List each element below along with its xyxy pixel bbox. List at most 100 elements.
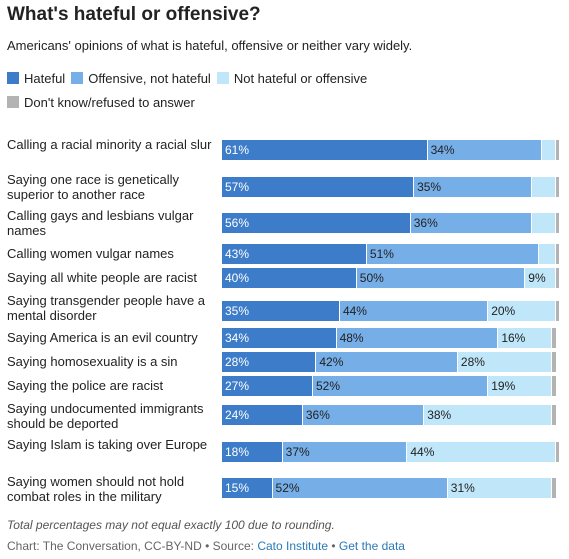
bar-segment-offensive: 37% <box>282 442 408 462</box>
bar-value-label: 44% <box>342 304 367 318</box>
bar-segment-offensive: 34% <box>427 140 543 160</box>
stacked-bar: 61% 34% <box>222 140 559 160</box>
bar-segment-dont_know <box>555 213 559 233</box>
legend-item: Not hateful or offensive <box>216 66 368 90</box>
bar-value-label: 40% <box>225 271 250 285</box>
legend-item: Hateful <box>7 66 65 90</box>
bar-value-label: 52% <box>275 481 300 495</box>
bar-value-label: 35% <box>225 304 250 318</box>
legend-item: Offensive, not hateful <box>71 66 211 90</box>
stacked-bar: 56% 36% <box>222 213 559 233</box>
bar-segment-hateful: 34% <box>222 328 337 348</box>
legend-label: Not hateful or offensive <box>233 70 368 86</box>
bar-segment-neither <box>538 244 556 264</box>
bar-value-label: 48% <box>339 331 364 345</box>
stacked-bar: 43% 51% <box>222 244 559 264</box>
bar-value-label: 9% <box>528 271 546 285</box>
bar-value-label: 31% <box>450 481 475 495</box>
bar-value-label: 42% <box>319 355 344 369</box>
bar-segment-hateful: 43% <box>222 244 367 264</box>
bar-value-label: 28% <box>460 355 485 369</box>
category-label: Saying transgender people have a mental … <box>7 293 206 323</box>
bar-segment-dont_know <box>552 352 556 372</box>
bar-segment-dont_know <box>552 376 556 396</box>
legend-label: Offensive, not hateful <box>88 70 211 86</box>
bar-segment-neither: 31% <box>447 478 553 498</box>
stacked-bar: 18% 37% 44% <box>222 442 559 462</box>
bar-segment-offensive: 35% <box>414 177 533 197</box>
bar-value-label: 50% <box>359 271 384 285</box>
bar-segment-hateful: 18% <box>222 442 283 462</box>
category-label: Saying one race is genetically superior … <box>7 172 179 202</box>
legend-swatch <box>216 72 229 84</box>
bar-value-label: 18% <box>225 445 250 459</box>
bar-value-label: 51% <box>369 247 394 261</box>
bar-value-label: 36% <box>413 216 438 230</box>
legend-label: Hateful <box>24 70 66 86</box>
category-label: Calling women vulgar names <box>7 246 174 261</box>
stacked-bar: 27% 52% 19% <box>222 376 559 396</box>
bar-value-label: 56% <box>225 216 250 230</box>
bar-segment-dont_know <box>555 268 559 288</box>
bar-segment-hateful: 40% <box>222 268 357 288</box>
stacked-bar: 40% 50% 9% <box>222 268 559 288</box>
bar-segment-neither: 16% <box>498 328 553 348</box>
legend-swatch <box>71 72 84 84</box>
category-label: Calling a racial minority a racial slur <box>7 137 212 152</box>
bar-segment-dont_know <box>555 140 559 160</box>
credit-separator: • <box>328 539 339 553</box>
get-data-link[interactable]: Get the data <box>338 539 405 553</box>
bar-segment-offensive: 51% <box>366 244 539 264</box>
bar-value-label: 27% <box>225 379 250 393</box>
bar-value-label: 35% <box>417 180 442 194</box>
bar-segment-neither: 19% <box>488 376 553 396</box>
legend-swatch <box>7 96 19 108</box>
bar-segment-hateful: 24% <box>222 405 303 425</box>
bar-segment-neither: 38% <box>424 405 553 425</box>
bar-value-label: 34% <box>430 143 455 157</box>
bar-segment-dont_know <box>555 177 559 197</box>
legend: Hateful Offensive, not hateful Not hateful… <box>7 66 427 114</box>
bar-segment-hateful: 35% <box>222 301 340 321</box>
category-label: Calling gays and lesbians vulgar names <box>7 208 194 238</box>
bar-segment-neither <box>532 213 556 233</box>
category-label: Saying homosexuality is a sin <box>7 354 178 369</box>
bar-segment-neither: 20% <box>488 301 556 321</box>
bar-value-label: 38% <box>427 408 452 422</box>
bar-segment-neither <box>532 177 556 197</box>
category-label: Saying Islam is taking over Europe <box>7 437 208 452</box>
chart-subtitle: Americans' opinions of what is hateful, … <box>7 38 413 53</box>
bar-segment-dont_know <box>555 244 559 264</box>
bar-value-label: 24% <box>225 408 250 422</box>
bar-segment-hateful: 61% <box>222 140 428 160</box>
bar-value-label: 34% <box>225 331 250 345</box>
bar-segment-offensive: 52% <box>272 478 448 498</box>
bar-segment-offensive: 50% <box>356 268 526 288</box>
bar-segment-offensive: 48% <box>336 328 499 348</box>
stacked-bar: 35% 44% 20% <box>222 301 559 321</box>
bar-value-label: 36% <box>305 408 330 422</box>
category-label: Saying the police are racist <box>7 378 164 393</box>
bar-segment-hateful: 15% <box>222 478 273 498</box>
stacked-bar: 15% 52% 31% <box>222 478 559 498</box>
bar-value-label: 28% <box>225 355 250 369</box>
bar-segment-neither: 9% <box>525 268 556 288</box>
bar-segment-hateful: 27% <box>222 376 313 396</box>
bar-segment-offensive: 52% <box>312 376 489 396</box>
bar-value-label: 61% <box>225 143 250 157</box>
bar-segment-dont_know <box>555 442 559 462</box>
bar-segment-hateful: 28% <box>222 352 317 372</box>
stacked-bar: 28% 42% 28% <box>222 352 559 372</box>
bar-segment-dont_know <box>552 405 556 425</box>
bar-value-label: 43% <box>225 247 250 261</box>
bar-segment-dont_know <box>552 478 556 498</box>
stacked-bar: 24% 36% 38% <box>222 405 559 425</box>
bar-value-label: 44% <box>410 445 435 459</box>
bar-value-label: 19% <box>491 379 516 393</box>
stacked-bar: 57% 35% <box>222 177 559 197</box>
bar-segment-hateful: 57% <box>222 177 415 197</box>
bar-value-label: 16% <box>501 331 526 345</box>
bar-value-label: 52% <box>315 379 341 393</box>
source-link[interactable]: Cato Institute <box>257 539 329 553</box>
bar-segment-dont_know <box>555 301 559 321</box>
